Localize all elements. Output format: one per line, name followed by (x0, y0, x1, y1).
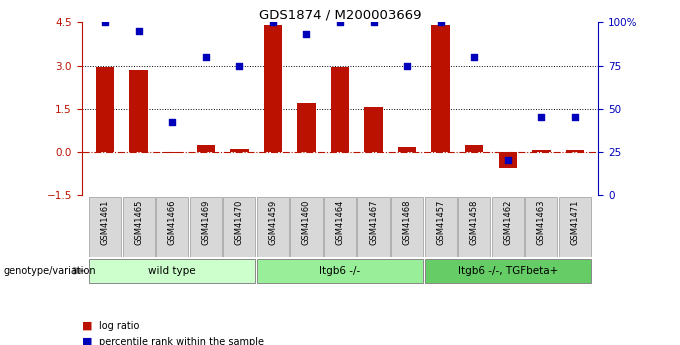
Bar (424, 197, 457, 257)
Text: wild type: wild type (148, 266, 196, 276)
Point (100, 20, 111, 25)
Text: ■: ■ (82, 321, 92, 331)
Bar (264, 25, 282, 152)
Bar (197, 146, 215, 152)
Bar (163, 152, 182, 153)
Bar (458, 197, 490, 257)
Text: GSM41460: GSM41460 (302, 200, 311, 245)
Bar (223, 197, 256, 257)
Point (435, 20, 446, 25)
Bar (290, 197, 322, 257)
Title: GDS1874 / M200003669: GDS1874 / M200003669 (259, 8, 421, 21)
Bar (297, 103, 316, 152)
Point (536, 115, 547, 120)
Text: genotype/variation: genotype/variation (3, 266, 96, 276)
Text: ■: ■ (82, 337, 92, 345)
Point (368, 20, 379, 25)
Text: log ratio: log ratio (99, 321, 139, 331)
Text: Itgb6 -/-: Itgb6 -/- (320, 266, 360, 276)
Point (503, 158, 513, 163)
Bar (566, 150, 584, 152)
Bar (89, 197, 121, 257)
Bar (391, 197, 423, 257)
Point (234, 63, 245, 68)
Bar (498, 152, 517, 168)
Bar (398, 148, 416, 152)
Text: GSM41462: GSM41462 (503, 200, 512, 245)
Bar (190, 197, 222, 257)
Bar (156, 197, 188, 257)
Point (402, 63, 413, 68)
Bar (492, 197, 524, 257)
Text: GSM41467: GSM41467 (369, 200, 378, 245)
Text: GSM41466: GSM41466 (168, 200, 177, 245)
Bar (364, 107, 383, 152)
Text: Itgb6 -/-, TGFbeta+: Itgb6 -/-, TGFbeta+ (458, 266, 558, 276)
Text: GSM41468: GSM41468 (403, 200, 411, 245)
Text: GSM41471: GSM41471 (571, 200, 579, 245)
Text: GSM41465: GSM41465 (134, 200, 143, 245)
Point (267, 20, 278, 25)
Bar (431, 25, 450, 152)
Bar (129, 70, 148, 152)
Bar (532, 150, 551, 152)
Text: GSM41461: GSM41461 (101, 200, 109, 245)
Bar (89, 259, 256, 283)
Bar (424, 259, 591, 283)
Bar (358, 197, 390, 257)
Text: GSM41469: GSM41469 (201, 200, 210, 245)
Point (133, 28, 144, 34)
Bar (324, 197, 356, 257)
Point (335, 20, 345, 25)
Bar (525, 197, 558, 257)
Text: percentile rank within the sample: percentile rank within the sample (99, 337, 264, 345)
Bar (230, 149, 249, 152)
Polygon shape (73, 267, 86, 275)
Bar (465, 146, 483, 152)
Text: GSM41463: GSM41463 (537, 200, 546, 245)
Text: GSM41457: GSM41457 (436, 200, 445, 245)
Bar (559, 197, 591, 257)
Point (201, 54, 211, 60)
Text: GSM41470: GSM41470 (235, 200, 244, 245)
Text: GSM41458: GSM41458 (470, 200, 479, 245)
Text: GSM41464: GSM41464 (335, 200, 345, 245)
Bar (257, 197, 289, 257)
Bar (257, 259, 423, 283)
Point (569, 115, 580, 120)
Bar (330, 67, 350, 152)
Text: GSM41459: GSM41459 (269, 200, 277, 245)
Bar (122, 197, 155, 257)
Point (301, 32, 312, 37)
Point (167, 120, 177, 125)
Bar (96, 67, 114, 152)
Point (469, 54, 479, 60)
